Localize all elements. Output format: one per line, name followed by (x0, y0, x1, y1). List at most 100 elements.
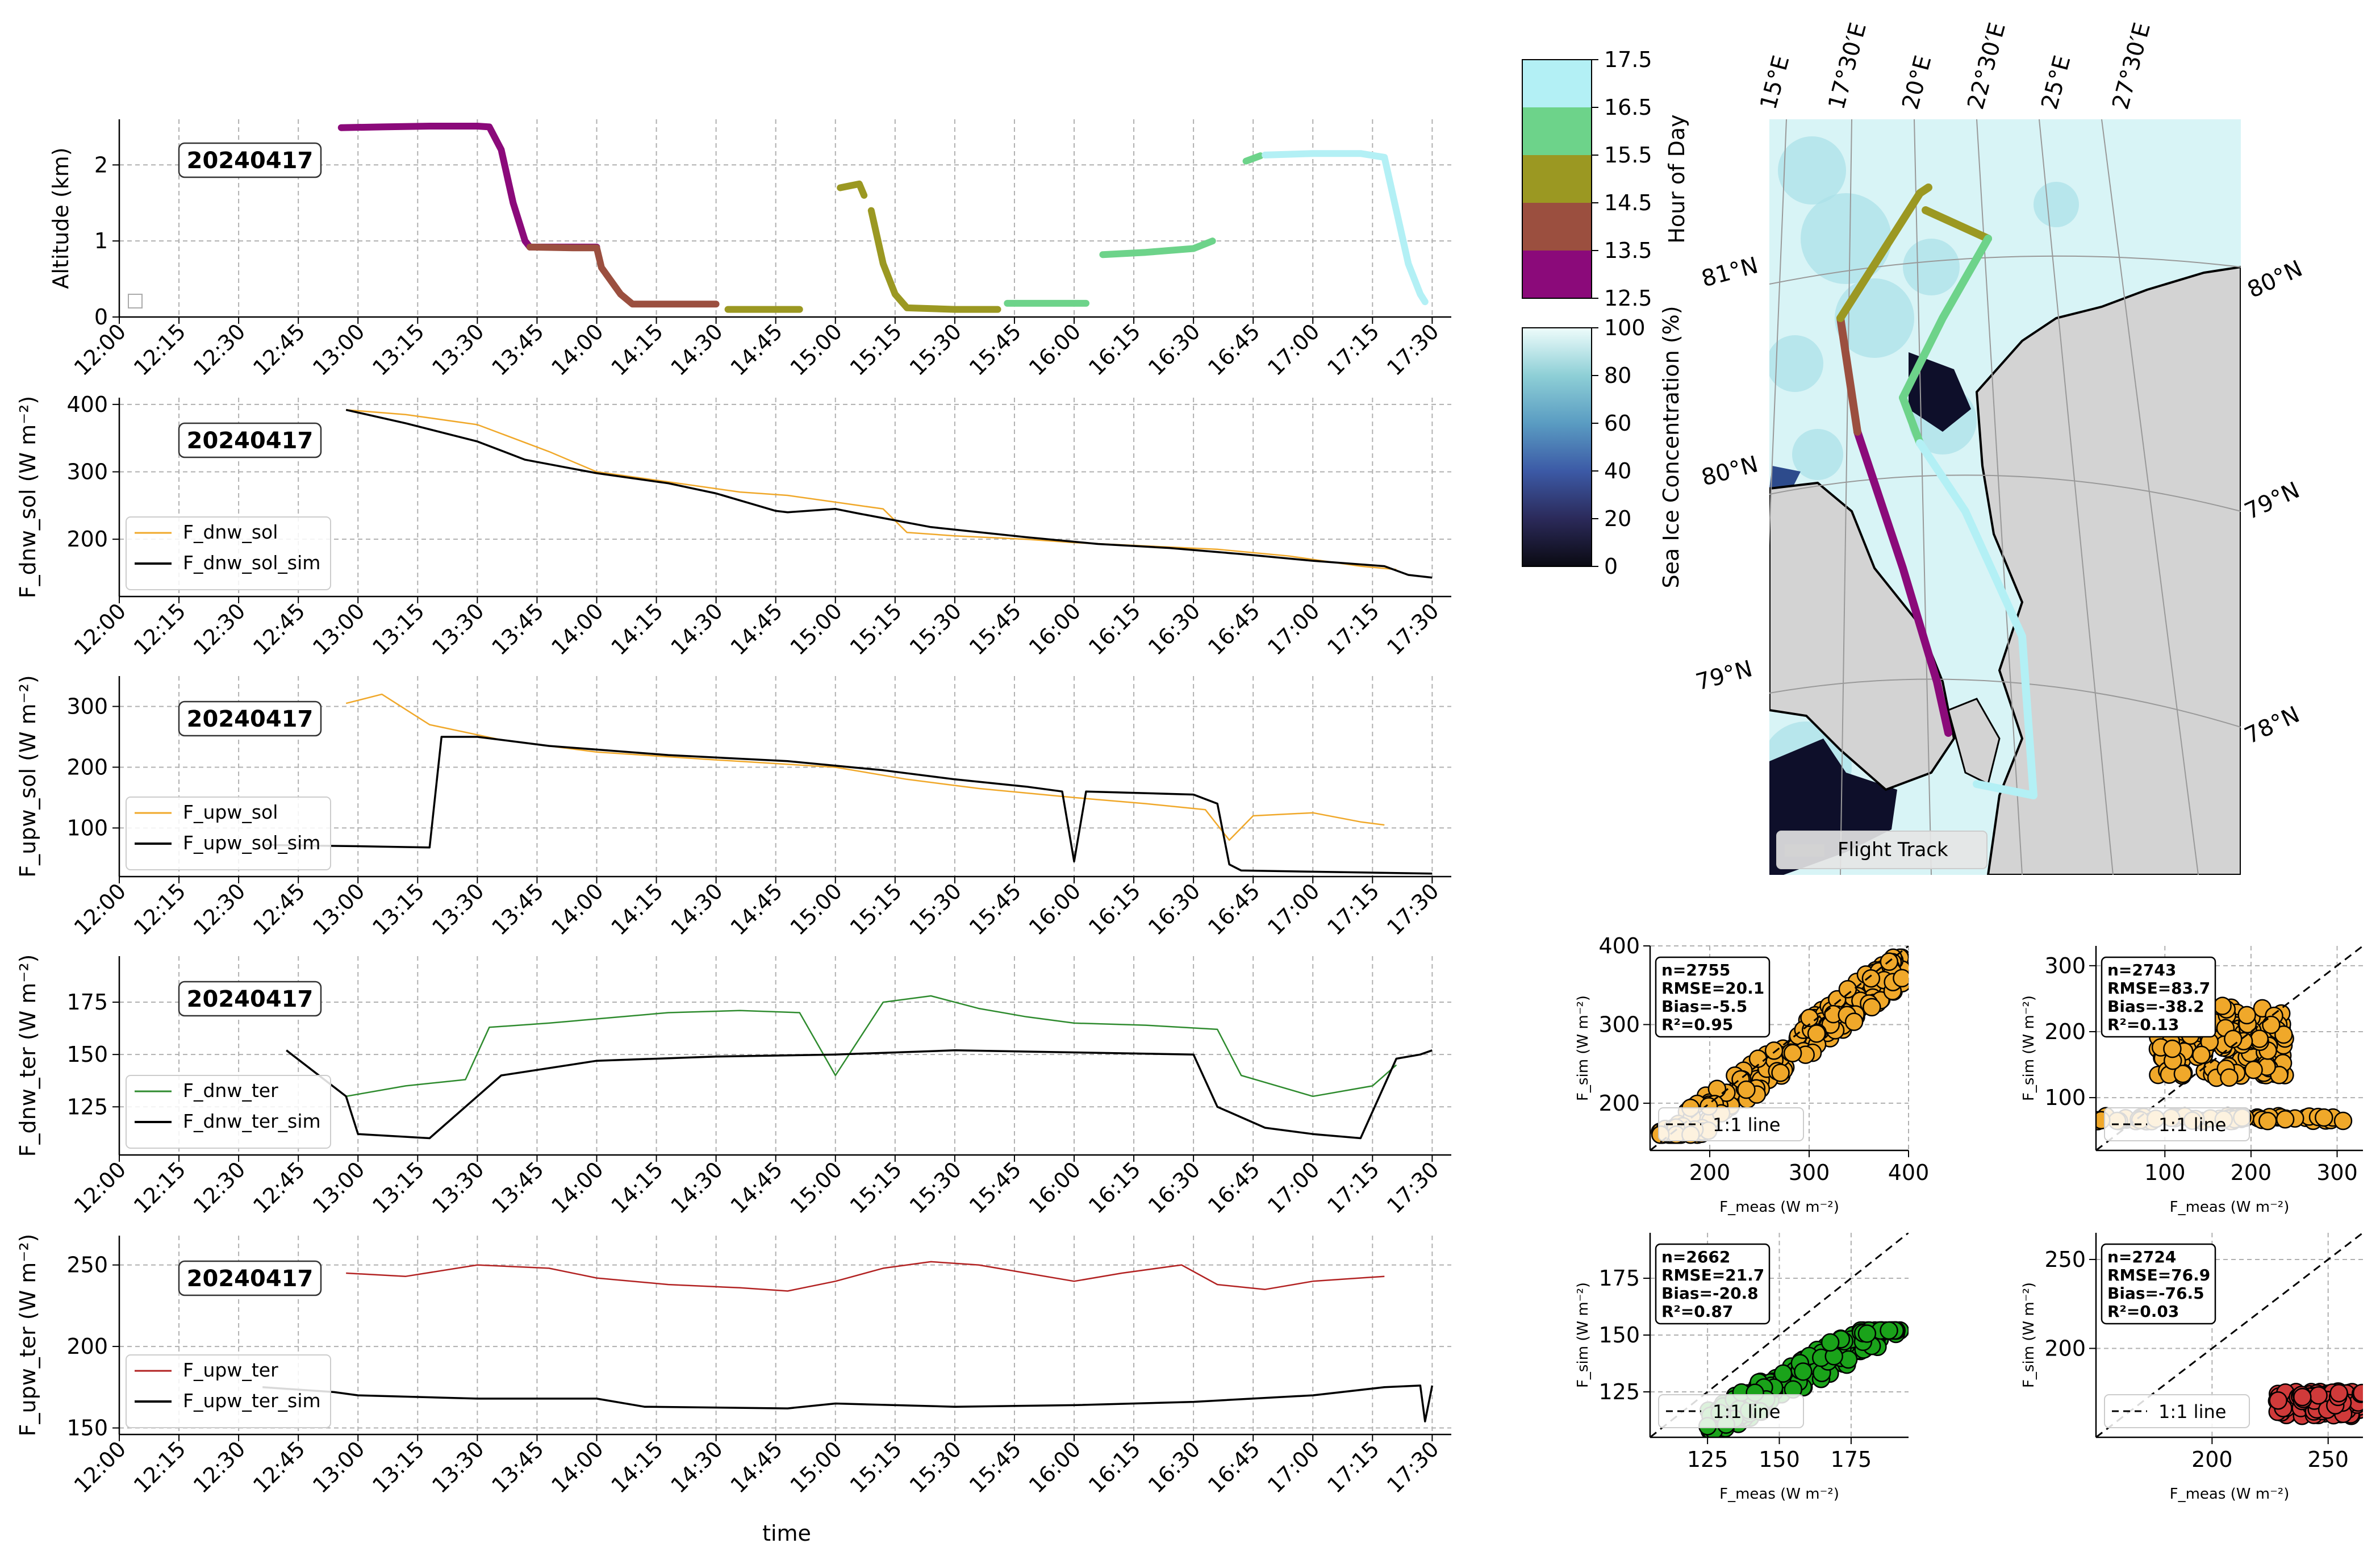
x-tick-label: 12:45 (248, 598, 310, 660)
y-tick-label: 400 (1598, 933, 1640, 958)
ice-colorbar-tick-label: 40 (1604, 458, 1631, 483)
y-tick-label: 300 (2044, 953, 2086, 978)
longitude-line (1840, 119, 1852, 875)
map-content (1769, 119, 2241, 875)
scatter-point (1771, 1063, 1790, 1082)
legend-label: F_upw_sol (183, 801, 278, 823)
altitude-track-segment (1242, 152, 1264, 165)
x-tick-label: 13:45 (487, 1436, 549, 1498)
series-line-F_dnw_sol_sim (345, 408, 1433, 579)
date-badge (178, 700, 322, 737)
x-tick-label: 16:30 (1143, 1436, 1205, 1498)
y-tick-label: 2 (94, 152, 108, 177)
legend-box (126, 1075, 331, 1149)
x-tick-label: 15:45 (964, 1436, 1026, 1498)
legend-label: F_upw_ter (183, 1359, 278, 1381)
x-tick-label: 12:30 (189, 1436, 250, 1498)
scatter-point (1880, 1321, 1898, 1340)
x-tick-label: 13:30 (427, 598, 489, 660)
x-tick-label: 15:45 (964, 1157, 1026, 1219)
x-tick-label: 17:15 (1322, 319, 1384, 381)
scatter-point (1764, 1041, 1784, 1060)
x-tick-label: 15:15 (845, 878, 907, 940)
flight-track-segment (1922, 206, 1992, 243)
x-tick-label: 13:00 (308, 1157, 370, 1219)
scatter-point (2309, 1386, 2328, 1405)
x-tick-label: 13:30 (427, 319, 489, 381)
stats-line: RMSE=20.1 (1661, 979, 1764, 998)
x-tick-label: 150 (1759, 1447, 1800, 1472)
legend-box (126, 516, 331, 590)
y-tick-label: 0 (94, 305, 108, 330)
stats-box (2101, 956, 2216, 1038)
x-tick-label: 16:45 (1203, 319, 1265, 381)
x-tick-label: 12:30 (189, 598, 250, 660)
x-tick-label: 300 (2316, 1160, 2358, 1185)
stats-box (1655, 1243, 1771, 1325)
scatter-point (2274, 1025, 2293, 1044)
x-tick-label: 14:15 (606, 598, 668, 660)
legend-box (128, 294, 143, 308)
x-tick-label: 17:15 (1322, 1436, 1384, 1498)
stats-line: RMSE=21.7 (1661, 1266, 1764, 1284)
x-tick-label: 16:30 (1143, 319, 1205, 381)
y-tick-label: 200 (66, 1334, 108, 1359)
hour-colorbar-frame (1522, 59, 1592, 299)
x-tick-label: 15:00 (786, 598, 847, 660)
x-tick-label: 17:00 (1263, 319, 1325, 381)
y-tick-label: 150 (66, 1042, 108, 1067)
x-tick-label: 16:15 (1084, 1157, 1146, 1219)
y-tick-label: 200 (66, 754, 108, 779)
legend-label: F_upw_sol_sim (183, 832, 320, 854)
colorbars: 12.5 13.5 14.5 15.5 16.5 17.5 Hour of Day 0 20 40… (1522, 47, 1689, 589)
x-tick-label: 15:30 (905, 878, 967, 940)
date-badge (178, 981, 322, 1017)
x-tick-label: 13:15 (368, 878, 429, 940)
x-tick-label: 13:00 (308, 319, 370, 381)
hour-colorbar-tick-label: 16.5 (1604, 95, 1652, 120)
x-tick-label: 14:15 (606, 319, 668, 381)
y-tick-label: 125 (1598, 1379, 1640, 1404)
scatter-point (1737, 1080, 1756, 1099)
x-tick-label: 13:15 (368, 319, 429, 381)
series-line-F_upw_ter_sim (262, 1384, 1434, 1423)
hour-colorbar-segment (1522, 60, 1592, 108)
x-tick-label: 17:30 (1382, 1157, 1444, 1219)
scatter-point (2329, 1383, 2348, 1403)
y-tick-label: 250 (66, 1253, 108, 1278)
longitude-line (1769, 119, 1787, 545)
y-tick-label: 250 (2044, 1247, 2086, 1272)
panel-F_upw_sol: 12:0012:1512:3012:4513:0013:1513:3013:45… (15, 675, 1451, 940)
stats-line: n=2743 (2107, 961, 2176, 979)
x-tick-label: 15:30 (905, 319, 967, 381)
x-tick-label: 14:00 (546, 1436, 608, 1498)
x-tick-label: 12:45 (248, 878, 310, 940)
latitude-line (1769, 255, 2241, 285)
x-tick-label: 15:00 (786, 878, 847, 940)
scatter-point (1857, 1324, 1877, 1343)
panel-scatter-dnw-ter: 125 150 175 125 150 175 F_meas (W m⁻²) F_sim (W… (1575, 1233, 1909, 1503)
x-tick-label: 16:00 (1024, 598, 1086, 660)
x-tick-label: 400 (1888, 1160, 1930, 1185)
x-tick-label: 13:45 (487, 1157, 549, 1219)
scatter-point (1861, 969, 1881, 988)
date-badge (178, 1260, 322, 1296)
x-tick-label: 13:45 (487, 878, 549, 940)
stats-line: R²=0.03 (2107, 1302, 2179, 1321)
y-tick-label: 200 (66, 527, 108, 552)
flight-track-segment (1899, 394, 1924, 447)
flight-track-segment (1853, 428, 1952, 737)
scatter-legend-box (1658, 1107, 1804, 1141)
x-tick-label: 17:00 (1263, 878, 1325, 940)
legend-label: F_dnw_sol_sim (183, 552, 320, 574)
x-tick-label: 13:15 (368, 1436, 429, 1498)
series-line-F_dnw_ter (345, 995, 1397, 1098)
panel-F_upw_ter: 12:0012:1512:3012:4513:0013:1513:3013:45… (15, 1234, 1451, 1498)
y-tick-label: 100 (66, 815, 108, 840)
scatter-point (1838, 979, 1857, 999)
y-tick-label: 300 (66, 694, 108, 719)
x-tick-label: 12:00 (69, 1157, 131, 1219)
x-tick-label: 16:45 (1203, 878, 1265, 940)
legend-box (126, 1354, 331, 1428)
scatter-point (1844, 1012, 1864, 1031)
